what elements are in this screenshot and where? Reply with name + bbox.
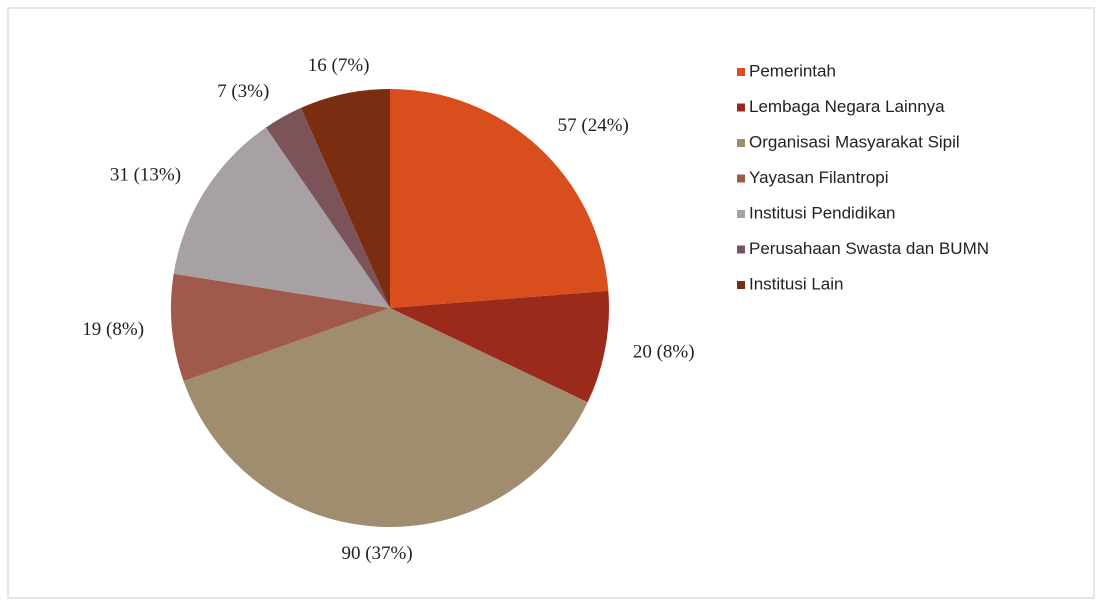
legend-label: Organisasi Masyarakat Sipil (749, 132, 960, 151)
data-label: 20 (8%) (633, 341, 695, 362)
pie-slice (183, 308, 588, 527)
legend-label: Perusahaan Swasta dan BUMN (749, 239, 989, 258)
legend-label: Yayasan Filantropi (749, 168, 889, 187)
data-label: 7 (3%) (217, 81, 269, 102)
legend-swatch (737, 139, 745, 147)
data-label: 31 (13%) (110, 165, 181, 186)
legend-swatch (737, 103, 745, 112)
legend-label: Institusi Pendidikan (749, 203, 895, 222)
pie-slice (171, 273, 390, 382)
data-label: 57 (24%) (558, 115, 629, 136)
pie-slice (390, 89, 609, 308)
legend-swatch (737, 281, 745, 289)
pie-slice (265, 107, 390, 308)
legend-swatch (737, 210, 745, 218)
legend-label: Lembaga Negara Lainnya (749, 97, 945, 116)
legend-swatch (737, 174, 745, 183)
pie-slice (300, 89, 390, 308)
legend-label: Pemerintah (749, 61, 836, 80)
pie-slice (390, 290, 609, 403)
legend-label: Institusi Lain (749, 274, 844, 293)
data-label: 19 (8%) (82, 319, 144, 340)
pie-slice (173, 127, 390, 309)
data-label: 16 (7%) (308, 55, 370, 76)
data-label: 90 (37%) (341, 543, 412, 564)
legend-swatch (737, 68, 745, 76)
legend-swatch (737, 245, 745, 254)
